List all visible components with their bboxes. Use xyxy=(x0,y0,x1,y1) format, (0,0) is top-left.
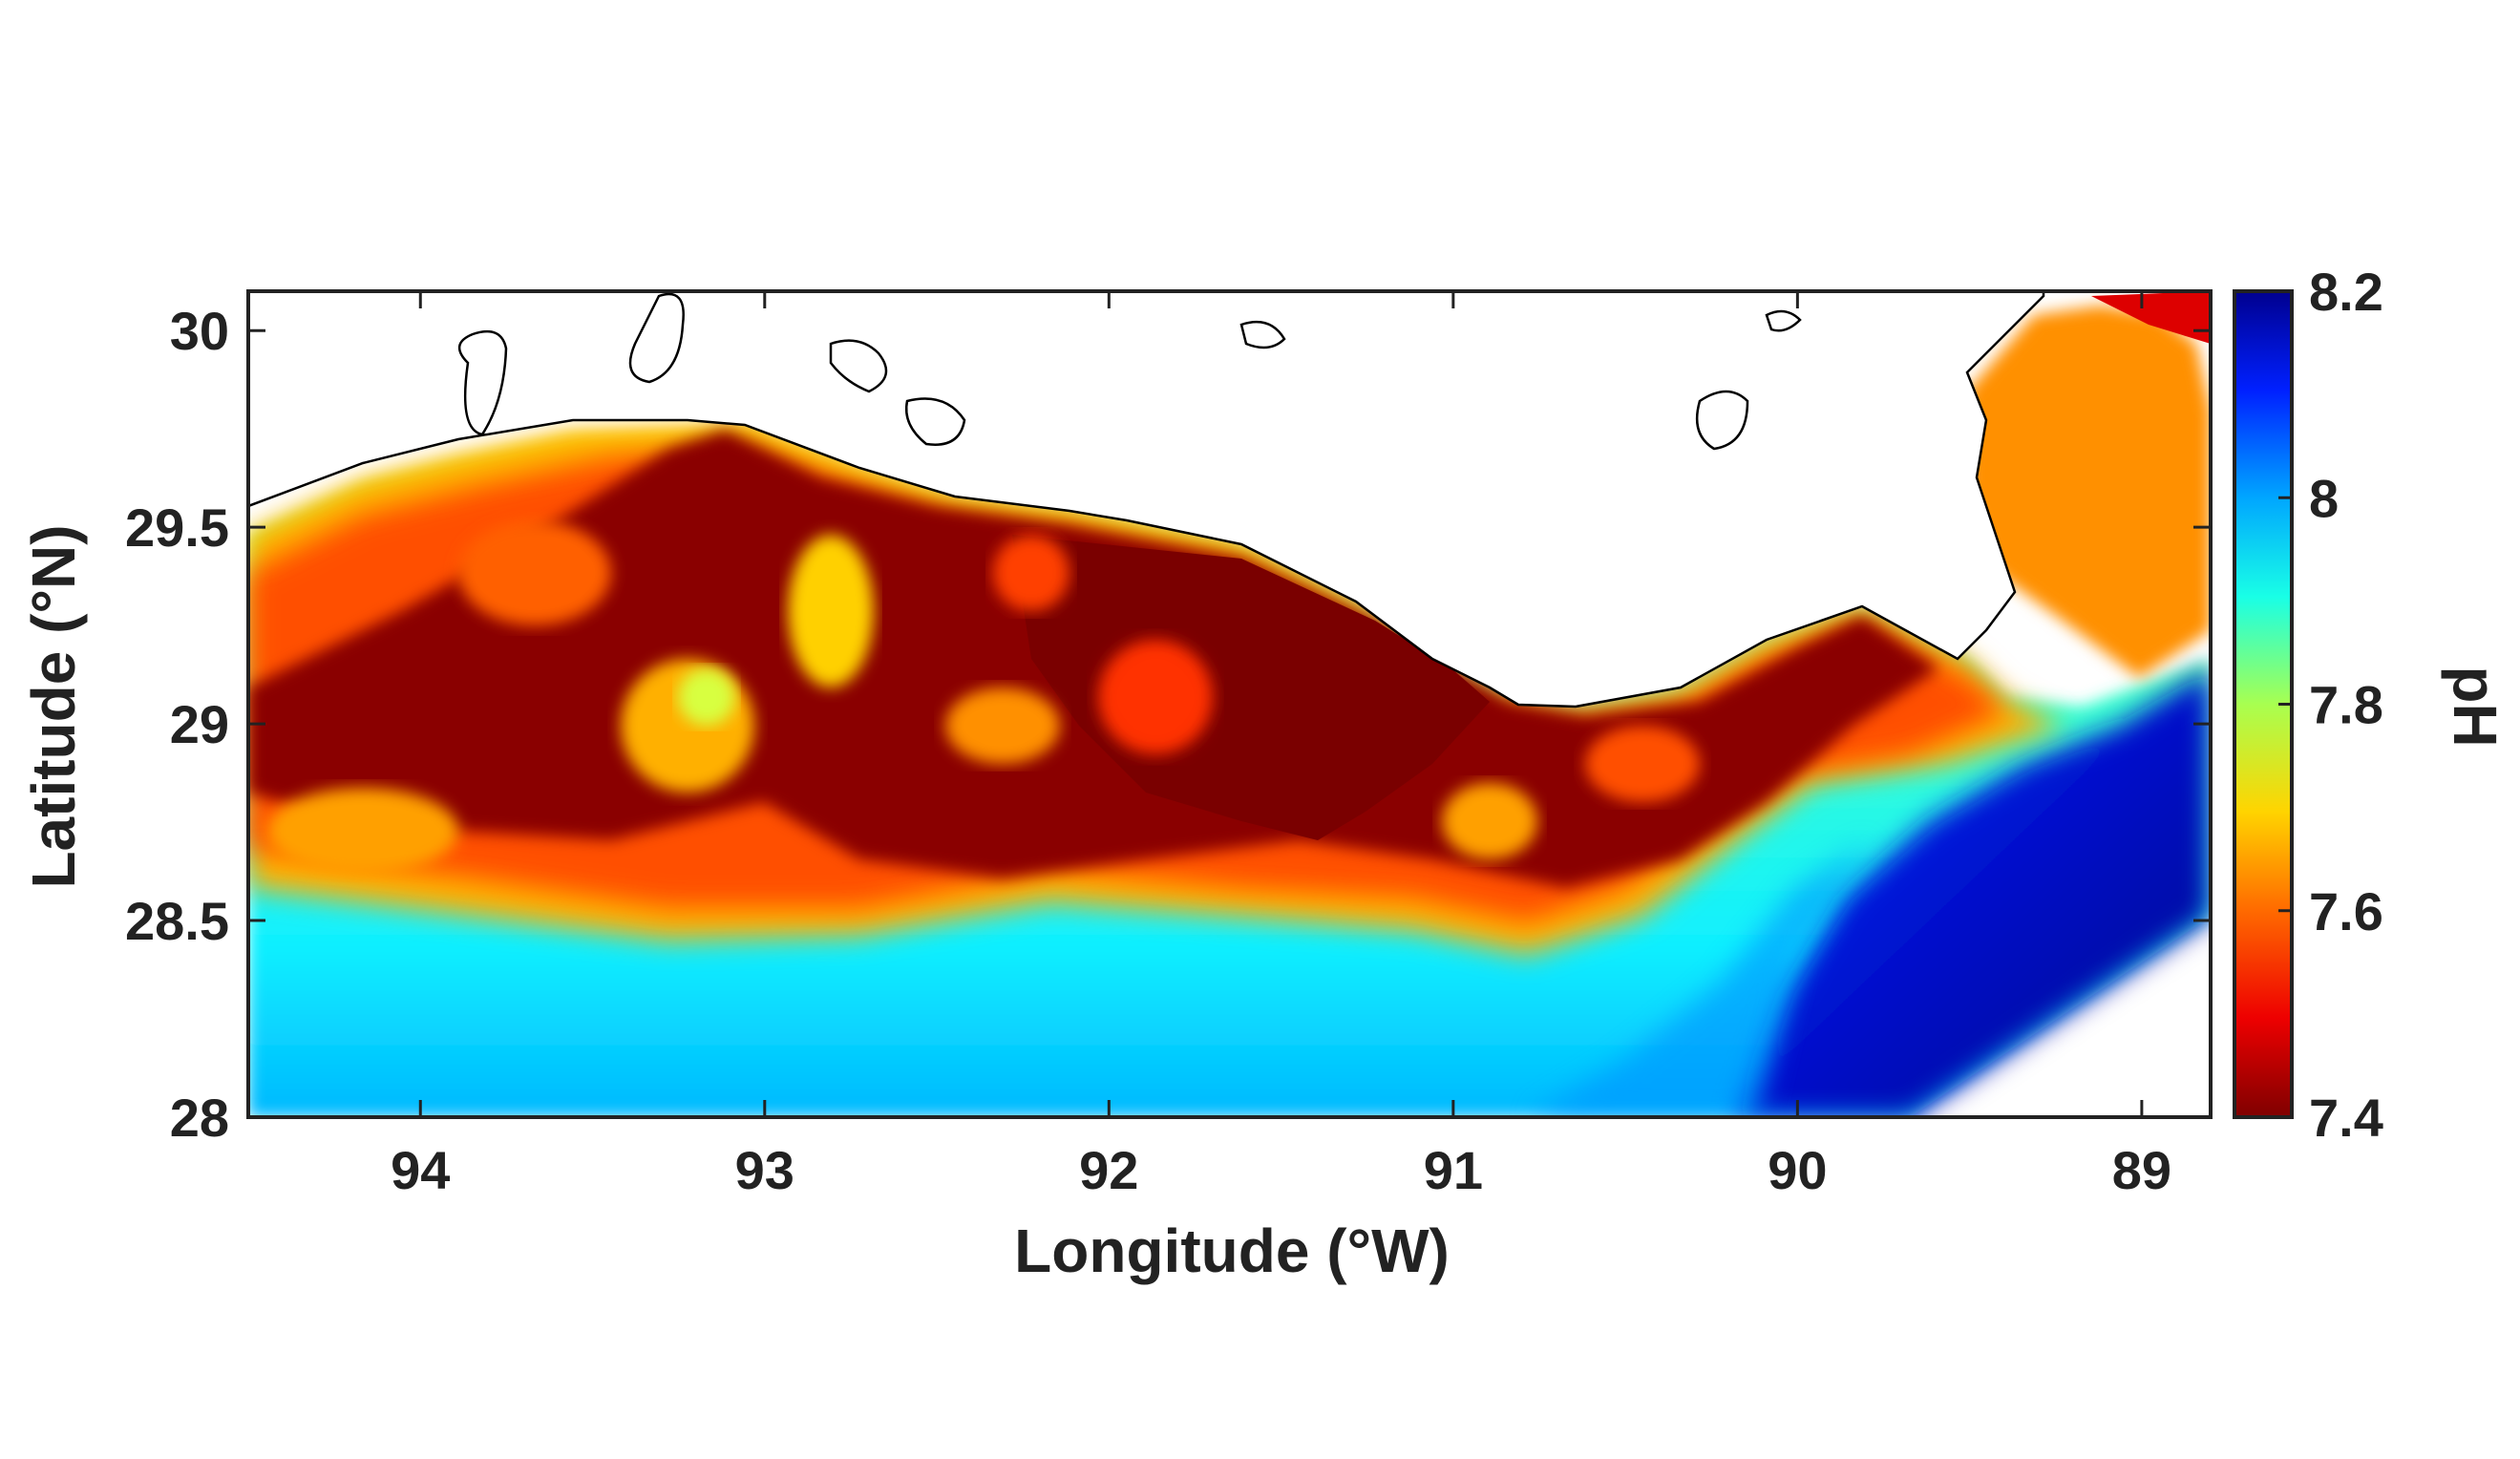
y-axis-label: Latitude (°N) xyxy=(19,524,88,888)
x-tick-label: 92 xyxy=(1079,1140,1138,1200)
y-tick-label: 29 xyxy=(170,694,229,754)
x-tick-label: 89 xyxy=(2112,1140,2171,1200)
x-tick-label: 93 xyxy=(735,1140,794,1200)
colorbar-ticks: 7.4 7.6 7.8 8 8.2 xyxy=(2278,262,2383,1148)
x-tick-label: 91 xyxy=(1424,1140,1483,1200)
colorbar-tick-label: 7.6 xyxy=(2309,881,2383,941)
x-axis-ticks: 94 93 92 91 90 89 xyxy=(391,291,2171,1200)
coastline xyxy=(248,291,2045,708)
y-tick-label: 30 xyxy=(170,301,229,361)
colorbar-label: pH xyxy=(2441,666,2509,747)
y-tick-label: 28 xyxy=(170,1088,229,1148)
colorbar-tick-label: 8.2 xyxy=(2309,262,2383,322)
x-tick-label: 90 xyxy=(1768,1140,1827,1200)
colorbar-tick-label: 7.8 xyxy=(2309,675,2383,735)
colorbar-tick-label: 8 xyxy=(2309,468,2339,528)
y-tick-label: 29.5 xyxy=(125,497,229,558)
plot-frame xyxy=(246,289,2213,1119)
x-tick-label: 94 xyxy=(391,1140,450,1200)
y-axis-ticks: 28 28.5 29 29.5 30 xyxy=(125,301,2211,1148)
colorbar-tick-label: 7.4 xyxy=(2309,1088,2383,1148)
y-tick-label: 28.5 xyxy=(125,891,229,951)
x-axis-label: Longitude (°W) xyxy=(1014,1216,1450,1285)
